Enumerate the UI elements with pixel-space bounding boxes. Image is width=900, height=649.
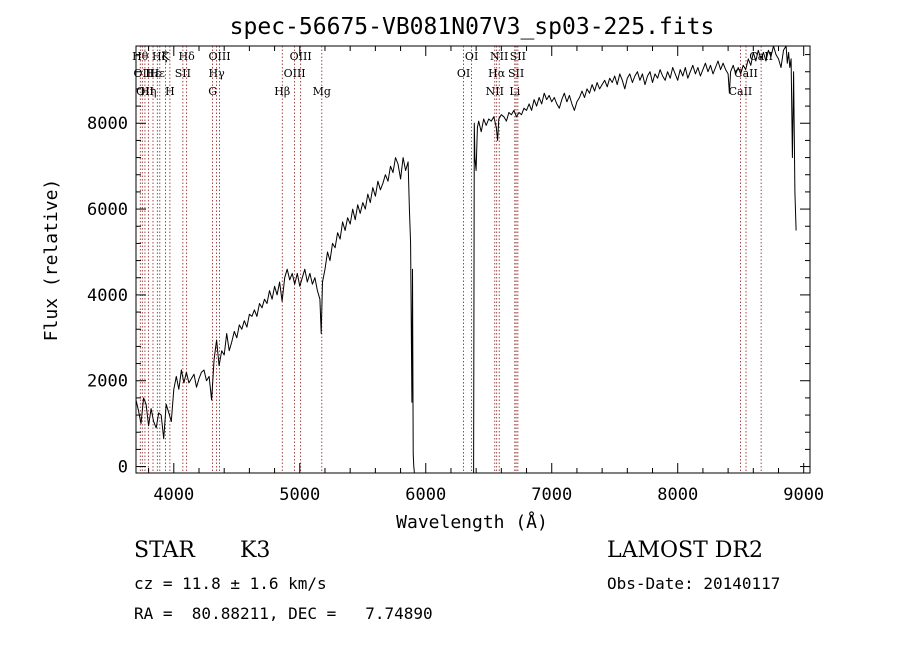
line-marker-label: OIII [290,50,312,63]
x-tick-label: 4000 [153,485,194,505]
observation-date: Obs-Date: 20140117 [607,574,781,593]
line-marker-label: OI [465,50,478,63]
x-axis: 4000 5000 6000 7000 8000 9000 [148,46,824,505]
x-axis-label: Wavelength (Å) [396,511,548,533]
line-marker-label: Mg [313,85,331,98]
x-tick-label: 6000 [405,485,446,505]
line-marker-label: G [208,85,217,98]
y-tick-label: 4000 [87,286,128,306]
line-marker-label: OIII [284,67,306,80]
line-marker-label: SII [508,67,524,80]
y-tick-label: 6000 [87,200,128,220]
line-marker-label: Hε [145,67,161,80]
object-class: STAR [134,538,195,563]
spectrum-line-0 [135,157,415,474]
y-axis-label: Flux (relative) [41,179,62,342]
y-tick-label: 8000 [87,114,128,134]
line-marker-label: Hγ [209,67,226,80]
line-marker-label: K [161,50,170,63]
spectral-line-markers: HθOIIOIIHηHεHεHζKHSIIHδGHγOIIIHβOIIIOIII… [132,46,773,473]
line-marker-label: Li [509,85,520,98]
ra-dec-coordinates: RA = 80.88211, DEC = 7.74890 [134,604,433,623]
y-tick-label: 0 [118,458,128,478]
redshift-cz: cz = 11.8 ± 1.6 km/s [134,574,327,593]
line-marker-label: Hβ [274,85,290,98]
line-marker-label: Hα [488,67,506,80]
line-marker-label: OIII [208,50,230,63]
spectrum-series [135,45,797,474]
line-marker-label: NII [490,50,508,63]
line-marker-label: Hη [140,85,156,98]
line-marker-label: Hε [150,67,166,80]
line-marker-label: OII [136,85,154,98]
object-subclass: K3 [240,538,271,563]
line-marker-label: H [165,85,175,98]
line-marker-label: Hθ [132,50,149,63]
y-tick-label: 2000 [87,372,128,392]
line-marker-label: CaII [729,85,753,98]
chart-title: spec-56675-VB081N07V3_sp03-225.fits [230,14,715,40]
x-tick-label: 8000 [657,485,698,505]
line-marker-label: SII [175,67,191,80]
line-marker-label: OII [133,67,151,80]
line-marker-label: NII [486,85,504,98]
line-marker-label: Hδ [179,50,196,63]
line-marker-label: SII [510,50,526,63]
x-tick-label: 7000 [531,485,572,505]
y-axis: 0 2000 4000 6000 8000 [87,54,810,478]
line-marker-label: OI [457,67,470,80]
line-marker-label: CaII [734,67,758,80]
spectrum-line-1 [473,45,797,474]
x-tick-label: 9000 [783,485,824,505]
line-marker-label: Hζ [152,50,168,63]
survey-name: LAMOST DR2 [607,538,763,563]
x-tick-label: 5000 [279,485,320,505]
plot-frame [135,45,811,474]
